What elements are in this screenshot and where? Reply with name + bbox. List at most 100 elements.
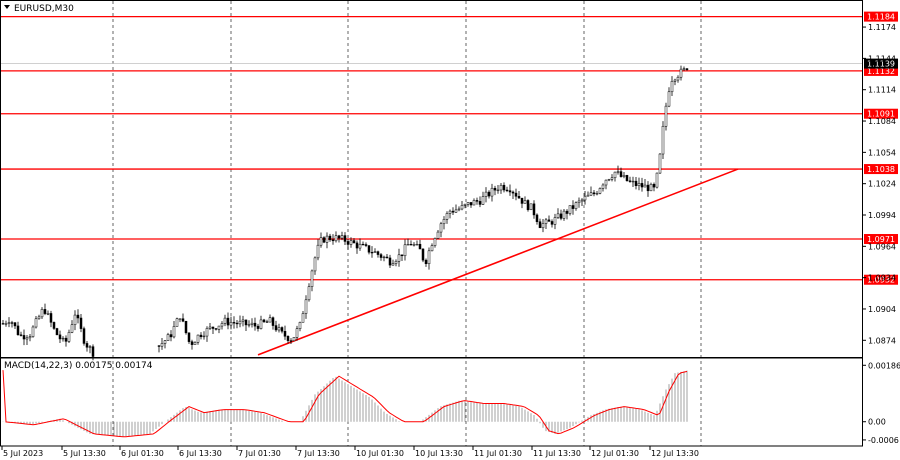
candle-body [349, 240, 353, 245]
candle [265, 319, 269, 323]
candle-body [4, 323, 8, 325]
candle [547, 215, 551, 222]
candles [1, 65, 689, 361]
candle-body [625, 175, 629, 182]
candle [199, 332, 203, 340]
candle-body [232, 322, 236, 324]
candle-body [451, 210, 455, 213]
candle [70, 320, 74, 334]
candle [373, 248, 377, 253]
level-label: 1.0932 [867, 276, 895, 285]
candle [682, 66, 686, 71]
candle [622, 171, 626, 179]
candle [484, 187, 488, 203]
candle-body [490, 187, 494, 197]
level-label-bg [864, 274, 898, 285]
candle-body [319, 237, 323, 246]
candle-body [514, 192, 518, 197]
candle-body [553, 217, 557, 225]
candle [184, 320, 188, 335]
candle-body [160, 343, 164, 347]
candle-body [289, 340, 293, 342]
candle [34, 315, 38, 329]
candle [559, 209, 563, 221]
candle-body [418, 243, 422, 250]
candle [259, 315, 263, 330]
candle-body [628, 180, 632, 182]
candle-body [85, 343, 89, 348]
candle-body [475, 200, 479, 202]
x-tick-label: 5 Jul 13:30 [63, 449, 106, 458]
candle-body [478, 201, 482, 205]
candle [427, 247, 431, 270]
candle-body [169, 334, 173, 338]
trend-line [257, 168, 739, 356]
x-tick-label: 11 Jul 13:30 [533, 449, 581, 458]
macd-tick-label: 0.00 [868, 418, 886, 427]
candle [229, 316, 233, 330]
candle [175, 317, 179, 327]
candle [232, 316, 236, 329]
candle [421, 248, 425, 263]
candle-body [454, 209, 458, 213]
candle [10, 320, 14, 328]
candle [370, 246, 374, 258]
candle [49, 310, 53, 328]
candle-body [634, 180, 638, 186]
candle-body [610, 177, 614, 180]
candle [31, 325, 35, 338]
candle [517, 191, 521, 199]
candle-body [262, 319, 266, 322]
candle [406, 238, 410, 246]
candle [304, 295, 308, 319]
candle-body [274, 325, 278, 331]
candle-body [187, 332, 191, 342]
candle [250, 318, 254, 328]
current-price-label: 1.1139 [867, 60, 895, 69]
candle [613, 171, 617, 182]
candle-body [64, 337, 68, 342]
candle [292, 337, 296, 342]
candle-body [7, 322, 11, 324]
candle [268, 314, 272, 323]
candle-body [370, 251, 374, 254]
candle [610, 174, 614, 182]
candle [79, 313, 83, 333]
candle [508, 184, 512, 196]
candle-body [70, 324, 74, 333]
candle [37, 314, 41, 320]
candle [385, 253, 389, 259]
candle [328, 233, 332, 242]
candle [661, 121, 665, 160]
candle [463, 203, 467, 209]
candle-body [163, 340, 167, 344]
candle-body [61, 337, 65, 340]
candle-body [571, 205, 575, 209]
candle-body [463, 203, 467, 206]
candle-body [226, 317, 230, 326]
candle-body [46, 313, 50, 315]
candle-body [157, 345, 161, 347]
candle [67, 329, 71, 344]
dropdown-triangle-icon[interactable] [4, 5, 10, 9]
candle [157, 345, 161, 353]
candle [316, 239, 320, 261]
candle-body [484, 191, 488, 197]
candle-body [79, 317, 83, 329]
candle-body [562, 210, 566, 219]
candle [667, 87, 671, 108]
candle-body [55, 328, 59, 336]
candle [391, 259, 395, 266]
candle [448, 209, 452, 219]
candle [649, 182, 653, 192]
candle-body [301, 313, 305, 323]
candle [208, 322, 212, 331]
candle [193, 341, 197, 345]
candle [295, 325, 299, 341]
x-tick-label: 10 Jul 13:30 [415, 449, 463, 458]
candle-body [325, 235, 329, 243]
candle [496, 184, 500, 194]
candle [655, 172, 659, 189]
candle-body [391, 263, 395, 266]
